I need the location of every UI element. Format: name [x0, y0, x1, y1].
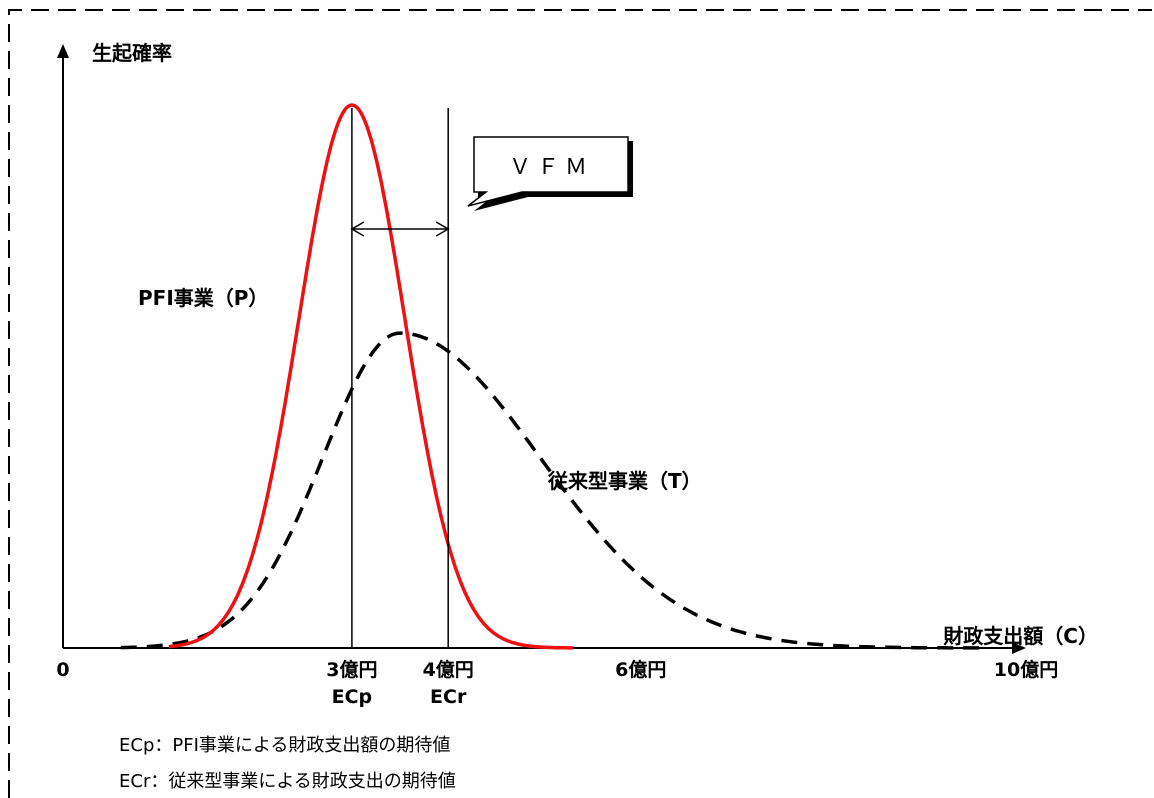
- dashed-frame: [8, 9, 1152, 798]
- x-tick-label: 4億円: [423, 658, 474, 681]
- vfm-interval-arrow: [350, 221, 450, 237]
- vfm-arrow-path: [350, 221, 450, 237]
- ecr-label: ECr: [430, 686, 467, 708]
- vfm-callout: ＶＦＭ: [467, 136, 633, 211]
- x-tick-label: 0: [56, 659, 69, 681]
- footnote-ecr: ECr：従来型事業による財政支出の期待値: [119, 771, 456, 792]
- series-label-conventional: 従来型事業（T）: [547, 469, 702, 493]
- x-tick-label: 10億円: [994, 658, 1058, 681]
- footnote-ecp: ECp：PFI事業による財政支出額の期待値: [119, 735, 450, 756]
- vfm-callout-label: ＶＦＭ: [509, 155, 593, 180]
- vfm-callout-box: [467, 136, 629, 207]
- x-axis-label: 財政支出額（C）: [943, 624, 1098, 648]
- ecp-label: ECp: [332, 686, 373, 708]
- series-curve-conventional: [120, 331, 988, 650]
- y-axis-label: 生起確率: [92, 41, 172, 65]
- series-label-pfi: PFI事業（P）: [138, 286, 268, 310]
- x-tick-label: 6億円: [615, 658, 666, 681]
- x-tick-label: 3億円: [326, 658, 377, 681]
- series-curve-pfi: [168, 103, 574, 650]
